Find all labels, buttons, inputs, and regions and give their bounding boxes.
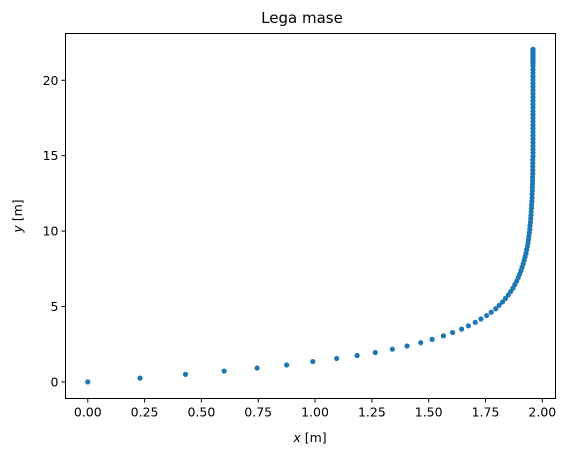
plot-area-frame [65,33,556,399]
data-point [254,365,260,371]
data-point [493,306,499,312]
data-point [389,346,395,352]
data-point [440,333,447,339]
x-tick-label: 1.75 [472,405,500,420]
y-axis-label-variable: y [10,225,25,234]
x-axis-ticks: 0.00 0.25 0.50 0.75 1.00 1.25 1.50 1.75 2.00 [74,398,556,420]
data-point [488,309,494,315]
x-tick-label: 1.25 [358,405,386,420]
x-tick-label: 0.50 [187,405,215,420]
data-point [354,352,360,359]
data-point [530,46,536,52]
data-point [499,299,506,305]
data-point [221,368,227,374]
data-point [459,326,465,332]
data-point [496,302,502,308]
x-tick-label: 0.25 [131,405,159,420]
y-tick-label: 0 [51,374,59,389]
x-axis-label-unit: [m] [301,430,327,445]
data-point [372,349,378,356]
data-point [182,371,189,377]
x-axis-label: x [m] [292,430,326,445]
x-axis-label-variable: x [292,430,301,445]
data-point [484,312,490,319]
data-point [472,319,478,325]
x-tick-label: 1.00 [301,405,329,420]
y-tick-label: 20 [43,73,59,88]
data-point [334,355,340,362]
y-tick-label: 5 [51,299,59,314]
data-point [404,343,410,349]
data-point [429,336,435,342]
y-axis-label: y [m] [10,199,25,233]
y-axis-label-unit: [m] [10,199,25,225]
data-point [465,323,472,329]
data-point [449,329,456,336]
data-point [310,358,316,365]
x-tick-label: 2.00 [528,405,556,420]
data-point [137,375,143,381]
x-tick-label: 0.75 [244,405,272,420]
x-tick-label: 0.00 [74,405,102,420]
data-point [85,379,91,385]
data-points [85,46,536,385]
data-point [284,362,290,368]
x-tick-label: 1.50 [415,405,443,420]
chart-title: Lega mase [261,9,343,27]
y-axis-ticks: 0 5 10 15 20 [43,73,66,389]
data-point [418,340,424,346]
y-tick-label: 10 [43,224,59,239]
data-point [478,316,484,322]
y-tick-label: 15 [43,148,59,163]
